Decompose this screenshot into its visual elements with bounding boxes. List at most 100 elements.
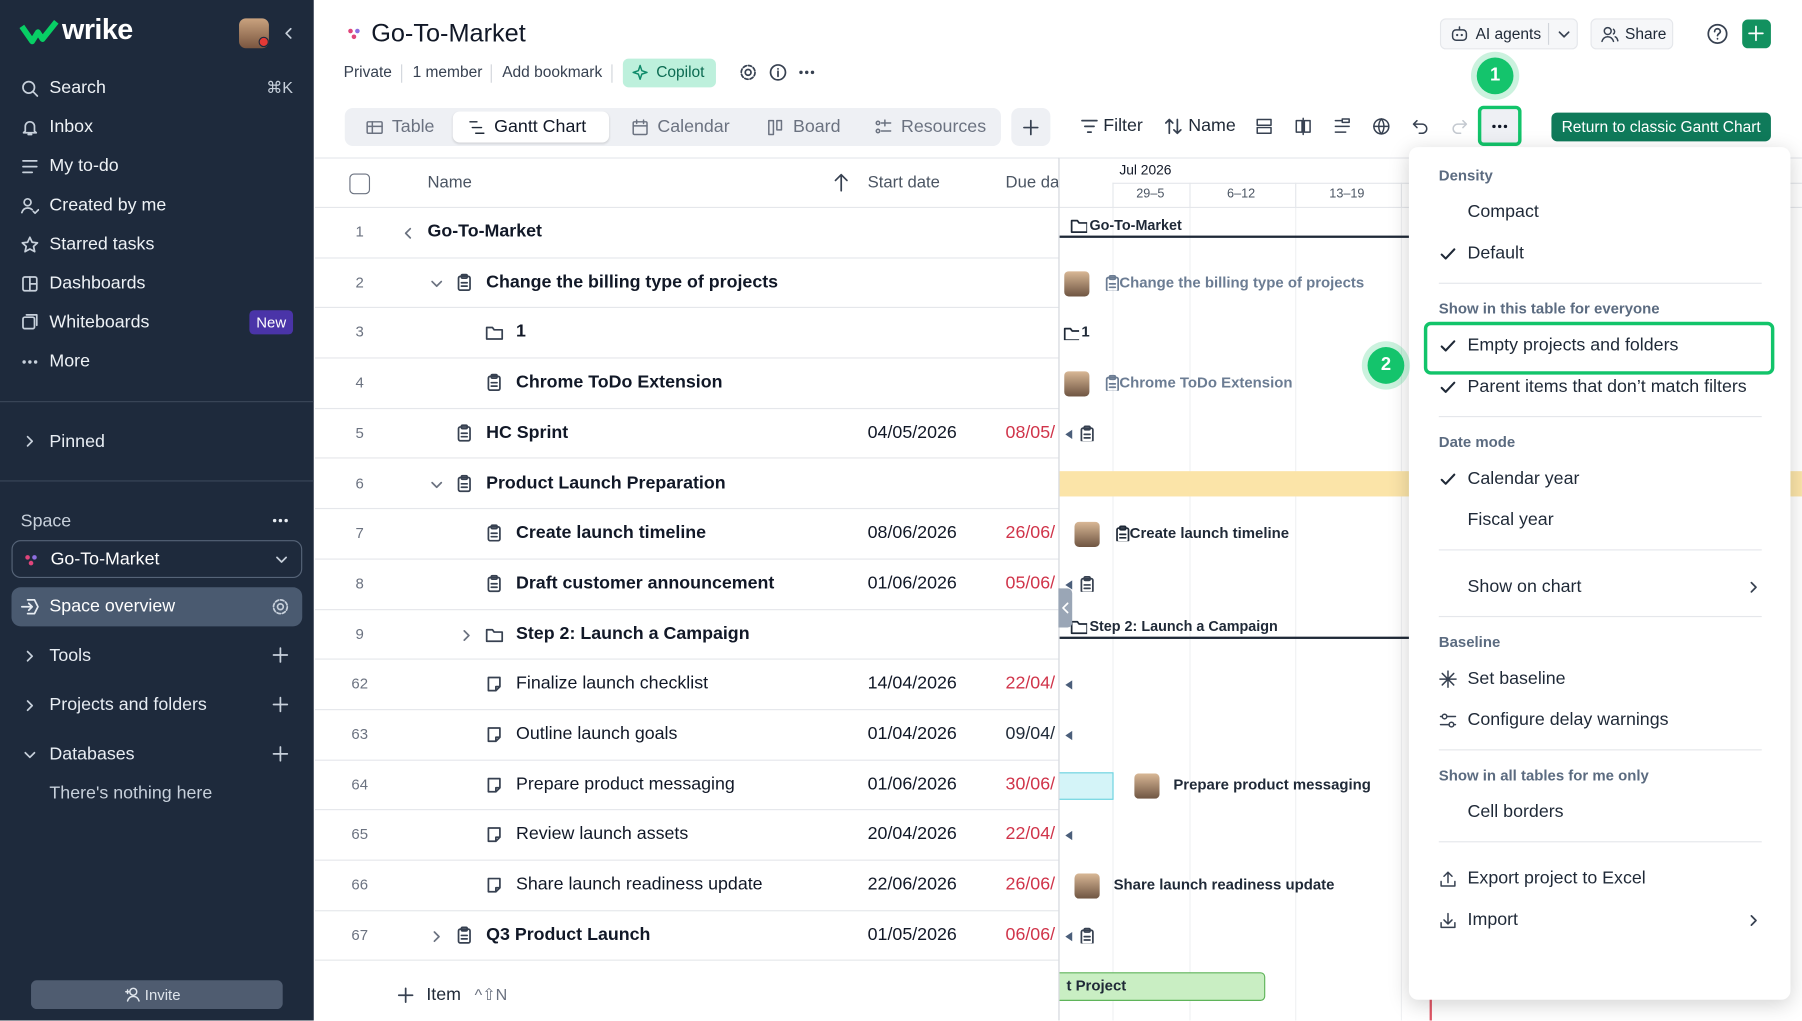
expand-toggle[interactable]	[399, 224, 417, 242]
menu-item[interactable]: Default	[1418, 234, 1781, 273]
expand-toggle[interactable]	[428, 274, 446, 292]
pane-resize-handle[interactable]	[1058, 588, 1073, 628]
more-options-button[interactable]	[1477, 105, 1522, 146]
table-row[interactable]: 7 Create launch timeline 08/06/2026 26/06/	[314, 509, 1059, 560]
toolbar-icon[interactable]	[1294, 117, 1312, 136]
help-button[interactable]	[1707, 23, 1729, 45]
space-menu[interactable]	[271, 511, 289, 529]
table-row[interactable]: 64 Prepare product messaging 01/06/2026 30/…	[314, 760, 1059, 811]
create-button[interactable]	[1742, 19, 1771, 49]
menu-item[interactable]: Set baseline	[1418, 660, 1781, 699]
menu-item[interactable]: Configure delay warnings	[1418, 701, 1781, 740]
settings-button[interactable]	[739, 63, 757, 81]
meta-item[interactable]: Add bookmark	[502, 63, 603, 81]
filter-button[interactable]: Filter	[1103, 116, 1143, 136]
avatar	[1063, 369, 1091, 398]
nav-item[interactable]: Inbox	[11, 111, 302, 143]
menu-divider	[1438, 416, 1762, 418]
callout-badge: 1	[1470, 51, 1520, 100]
menu-section-title: Baseline	[1438, 633, 1501, 651]
add-view-button[interactable]	[1011, 108, 1051, 146]
add-section-item[interactable]	[271, 745, 289, 763]
nav-item[interactable]: My to-do	[11, 151, 302, 183]
menu-item[interactable]: Empty projects and folders	[1418, 326, 1781, 365]
copilot-button[interactable]: Copilot	[622, 58, 716, 88]
task-icon	[1080, 425, 1094, 441]
toolbar-icon[interactable]	[1255, 117, 1273, 135]
copilot-icon	[632, 64, 648, 81]
space-overview[interactable]: Space overview	[11, 587, 303, 627]
add-item-shortcut: ^⇧N	[474, 984, 508, 1004]
expand-toggle[interactable]	[457, 626, 475, 644]
menu-label: Import	[1467, 910, 1519, 930]
table-row[interactable]: 2 Change the billing type of projects	[314, 258, 1059, 309]
table-row[interactable]: 9 Step 2: Launch a Campaign	[314, 610, 1059, 660]
table-row[interactable]: 8 Draft customer announcement 01/06/2026 05…	[314, 560, 1059, 610]
add-section-item[interactable]	[271, 695, 289, 713]
menu-item[interactable]: Compact	[1418, 193, 1781, 232]
view-tab[interactable]: Calendar	[616, 111, 745, 142]
nav-item[interactable]: Dashboards	[11, 268, 302, 300]
toolbar-icon[interactable]	[1411, 117, 1429, 135]
nav-item[interactable]: More	[11, 346, 302, 378]
sort-button[interactable]: Name	[1188, 116, 1236, 136]
table-row[interactable]: 5 HC Sprint 04/05/2026 08/05/	[314, 409, 1059, 460]
view-tab[interactable]: Table	[351, 111, 448, 142]
menu-item[interactable]: Parent items that don’t match filters	[1418, 368, 1781, 407]
table-row[interactable]: 66 Share launch readiness update 22/06/202…	[314, 861, 1059, 912]
menu-item[interactable]: Show on chart	[1418, 568, 1781, 607]
expand-toggle[interactable]	[428, 927, 446, 945]
table-row[interactable]: 63 Outline launch goals 01/04/2026 09/04/	[314, 710, 1059, 761]
nav-item[interactable]: Search ⌘K	[11, 72, 302, 104]
table-row[interactable]: 1 Go-To-Market	[314, 208, 1059, 259]
nav-item[interactable]: Starred tasks	[11, 229, 302, 261]
task-name: Step 2: Launch a Campaign	[515, 623, 750, 644]
menu-item[interactable]: Calendar year	[1418, 460, 1781, 499]
select-all-checkbox[interactable]	[349, 173, 371, 195]
share-button[interactable]: Share	[1590, 18, 1674, 50]
task-table: Name Start date Due date 1 Go-To-Market 2 Chan…	[314, 157, 1059, 1020]
add-item-button[interactable]: Item	[426, 984, 462, 1005]
ai-agents-button[interactable]: AI agents	[1439, 18, 1578, 50]
column-header[interactable]: Name	[427, 173, 472, 192]
invite-button[interactable]: Invite	[31, 980, 283, 1009]
menu-item[interactable]: Cell borders	[1418, 793, 1781, 832]
table-row[interactable]: 67 Q3 Product Launch 01/05/2026 06/06/	[314, 911, 1059, 962]
expand-toggle[interactable]	[428, 475, 446, 493]
due-date: 22/04/	[1005, 824, 1056, 844]
column-header[interactable]: Due date	[1005, 173, 1059, 192]
table-row[interactable]: 65 Review launch assets 20/04/2026 22/04/	[314, 811, 1059, 861]
table-row[interactable]: 4 Chrome ToDo Extension	[314, 359, 1059, 409]
submenu-arrow	[1750, 581, 1757, 593]
nav-label: Dashboards	[49, 273, 146, 294]
return-classic-button[interactable]: Return to classic Gantt Chart	[1551, 112, 1771, 142]
view-tab[interactable]: Gantt Chart	[452, 111, 610, 143]
add-section-item[interactable]	[271, 646, 289, 664]
menu-item[interactable]: Fiscal year	[1418, 501, 1781, 540]
space-selector[interactable]: Go-To-Market	[11, 540, 303, 579]
toolbar-icon[interactable]	[1372, 117, 1390, 135]
row-icon	[487, 827, 501, 843]
row-number: 66	[351, 875, 369, 894]
view-tab[interactable]: Board	[752, 111, 853, 142]
info-button[interactable]	[769, 63, 787, 81]
menu-item[interactable]: Export project to Excel	[1418, 860, 1781, 899]
column-header[interactable]: Start date	[867, 173, 940, 192]
more-button[interactable]	[798, 63, 816, 81]
row-icon	[487, 373, 501, 392]
collapse-sidebar[interactable]	[279, 24, 297, 42]
start-date: 14/04/2026	[867, 673, 957, 694]
section-label[interactable]: Tools	[49, 645, 92, 666]
section-label[interactable]: Databases	[49, 744, 135, 765]
view-tab[interactable]: Resources	[860, 111, 998, 142]
table-row[interactable]: 6 Product Launch Preparation	[314, 459, 1059, 510]
table-row[interactable]: 62 Finalize launch checklist 14/04/2026 22/…	[314, 660, 1059, 711]
menu-item[interactable]: Import	[1418, 901, 1781, 940]
pinned[interactable]: Pinned	[49, 432, 105, 452]
nav-item[interactable]: Whiteboards New	[11, 307, 302, 339]
nav-item[interactable]: Created by me	[11, 190, 302, 222]
section-label[interactable]: Projects and folders	[49, 695, 207, 715]
toolbar-icon[interactable]	[1333, 117, 1351, 135]
toolbar-icon[interactable]	[1450, 117, 1468, 135]
